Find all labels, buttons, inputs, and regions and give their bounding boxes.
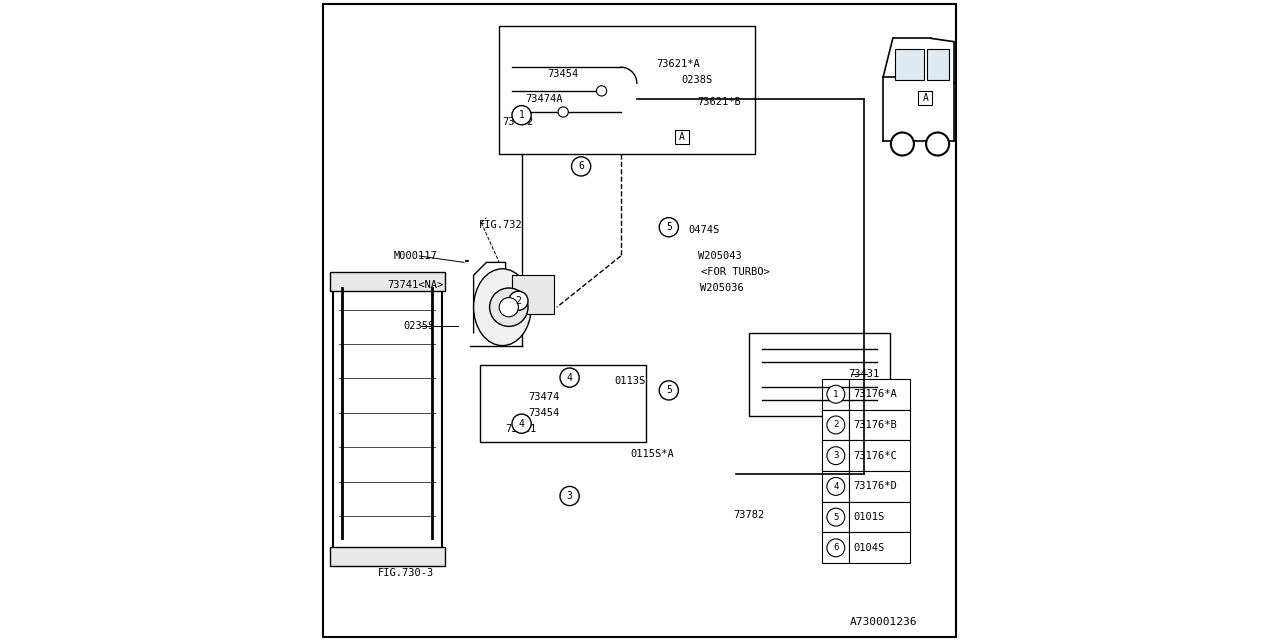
Text: 4: 4 <box>833 482 838 491</box>
Bar <box>823 502 850 532</box>
Bar <box>823 410 850 440</box>
Text: 4: 4 <box>567 372 572 383</box>
Text: 0115S*A: 0115S*A <box>630 449 675 460</box>
Text: 73474A: 73474A <box>525 94 562 104</box>
Bar <box>919 91 933 105</box>
Text: 2: 2 <box>516 296 521 306</box>
Text: 73474: 73474 <box>529 392 559 402</box>
Bar <box>850 440 910 471</box>
Text: 73454: 73454 <box>529 408 559 418</box>
Bar <box>823 471 850 502</box>
Text: 6: 6 <box>833 543 838 552</box>
Bar <box>823 379 850 410</box>
Circle shape <box>508 291 529 310</box>
Text: M000117: M000117 <box>394 251 438 261</box>
Bar <box>850 471 910 502</box>
Circle shape <box>558 107 568 117</box>
Circle shape <box>659 218 678 237</box>
Circle shape <box>827 447 845 465</box>
Text: 0113S: 0113S <box>614 376 645 386</box>
Text: 73176*B: 73176*B <box>854 420 897 430</box>
Text: A730001236: A730001236 <box>850 617 916 627</box>
Text: 0101S: 0101S <box>854 512 884 522</box>
Text: W205043: W205043 <box>698 251 741 261</box>
Text: 73621*B: 73621*B <box>698 97 741 108</box>
Circle shape <box>489 288 529 326</box>
Circle shape <box>891 132 914 156</box>
Text: W205036: W205036 <box>700 283 744 293</box>
Circle shape <box>512 106 531 125</box>
Circle shape <box>561 486 580 506</box>
Circle shape <box>561 368 580 387</box>
Ellipse shape <box>474 269 531 346</box>
Circle shape <box>499 298 518 317</box>
Bar <box>330 272 445 291</box>
Text: 3: 3 <box>833 451 838 460</box>
Bar <box>676 130 690 144</box>
Bar <box>850 410 910 440</box>
Bar <box>499 26 755 154</box>
Text: 73621*A: 73621*A <box>657 59 700 69</box>
Text: 73176*D: 73176*D <box>854 481 897 492</box>
Circle shape <box>827 385 845 403</box>
Circle shape <box>827 477 845 495</box>
Bar <box>850 532 910 563</box>
Text: 5: 5 <box>666 385 672 396</box>
Text: FIG.732: FIG.732 <box>479 220 522 230</box>
Text: 5: 5 <box>833 513 838 522</box>
Text: 73176*C: 73176*C <box>854 451 897 461</box>
Text: 0235S: 0235S <box>403 321 434 332</box>
Text: 73454: 73454 <box>548 68 579 79</box>
Bar <box>927 49 950 80</box>
Bar <box>823 532 850 563</box>
Bar <box>330 547 445 566</box>
Text: 73422: 73422 <box>502 116 534 127</box>
Text: 73741<NA>: 73741<NA> <box>387 280 443 290</box>
Text: 0238S: 0238S <box>681 75 713 85</box>
Bar <box>512 275 554 314</box>
Text: 4: 4 <box>518 419 525 429</box>
Text: 73782: 73782 <box>732 510 764 520</box>
Text: 6: 6 <box>579 161 584 172</box>
Circle shape <box>827 508 845 526</box>
Text: 73421: 73421 <box>506 424 536 434</box>
Circle shape <box>827 539 845 557</box>
Text: 2: 2 <box>833 420 838 429</box>
Circle shape <box>571 157 591 176</box>
Circle shape <box>512 414 531 433</box>
Text: 0474S: 0474S <box>689 225 719 236</box>
Text: 73431: 73431 <box>849 369 879 380</box>
Text: <FOR TURBO>: <FOR TURBO> <box>701 267 769 277</box>
Text: A: A <box>923 93 928 103</box>
Bar <box>749 333 890 416</box>
Circle shape <box>596 86 607 96</box>
Circle shape <box>659 381 678 400</box>
Text: 0104S: 0104S <box>854 543 884 553</box>
Bar <box>850 502 910 532</box>
Text: 5: 5 <box>666 222 672 232</box>
Circle shape <box>925 132 950 156</box>
Bar <box>850 379 910 410</box>
Circle shape <box>827 416 845 434</box>
Text: 73176*A: 73176*A <box>854 389 897 399</box>
Text: 3: 3 <box>567 491 572 501</box>
Bar <box>895 49 924 80</box>
Text: FIG.730-3: FIG.730-3 <box>378 568 434 578</box>
Text: 1: 1 <box>518 110 525 120</box>
Bar <box>333 275 442 550</box>
Bar <box>823 440 850 471</box>
Text: A: A <box>680 132 685 142</box>
Bar <box>480 365 646 442</box>
Text: 1: 1 <box>833 390 838 399</box>
